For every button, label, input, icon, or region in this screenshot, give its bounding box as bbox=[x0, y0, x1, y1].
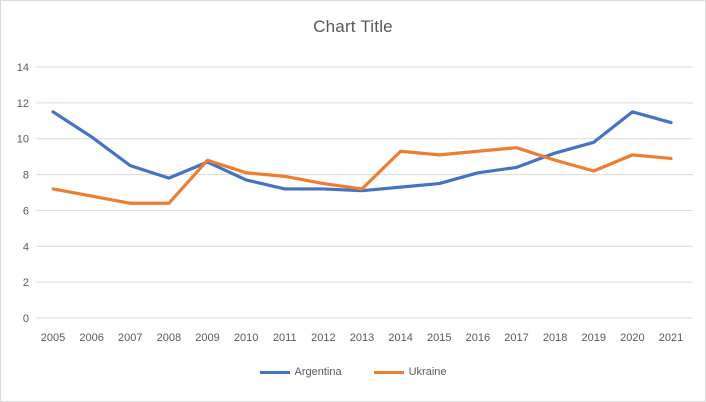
ukraine-line-swatch-icon bbox=[373, 370, 404, 374]
legend-item-argentina: Argentina bbox=[259, 366, 342, 378]
y-tick-label: 6 bbox=[23, 205, 29, 217]
x-tick-label: 2020 bbox=[620, 332, 644, 344]
y-tick-label: 0 bbox=[23, 313, 29, 325]
x-tick-label: 2005 bbox=[41, 332, 65, 344]
y-tick-label: 10 bbox=[17, 134, 29, 146]
x-tick-label: 2016 bbox=[466, 332, 490, 344]
x-tick-label: 2019 bbox=[582, 332, 606, 344]
x-tick-label: 2008 bbox=[157, 332, 181, 344]
x-tick-label: 2007 bbox=[118, 332, 142, 344]
series-line-argentina bbox=[51, 110, 673, 193]
x-tick-label: 2010 bbox=[234, 332, 258, 344]
y-tick-label: 12 bbox=[17, 98, 29, 110]
y-tick-label: 2 bbox=[23, 277, 29, 289]
y-tick-label: 8 bbox=[23, 170, 29, 182]
legend-item-ukraine: Ukraine bbox=[373, 366, 447, 378]
x-tick-label: 2013 bbox=[350, 332, 374, 344]
y-tick-label: 14 bbox=[17, 62, 29, 74]
x-tick-label: 2006 bbox=[79, 332, 103, 344]
x-tick-label: 2014 bbox=[388, 332, 412, 344]
chart-title: Chart Title bbox=[313, 17, 393, 36]
x-tick-label: 2017 bbox=[504, 332, 528, 344]
x-tick-label: 2011 bbox=[273, 332, 297, 344]
argentina-line-swatch-icon bbox=[259, 370, 290, 374]
x-tick-label: 2012 bbox=[311, 332, 335, 344]
x-tick-label: 2015 bbox=[427, 332, 451, 344]
legend-label-ukraine: Ukraine bbox=[408, 366, 447, 378]
legend: Argentina Ukraine bbox=[1, 366, 705, 378]
y-tick-label: 4 bbox=[23, 241, 29, 253]
series-line-ukraine bbox=[51, 146, 673, 205]
x-tick-label: 2021 bbox=[659, 332, 683, 344]
x-tick-label: 2009 bbox=[195, 332, 219, 344]
legend-label-argentina: Argentina bbox=[294, 366, 342, 378]
x-tick-label: 2018 bbox=[543, 332, 567, 344]
